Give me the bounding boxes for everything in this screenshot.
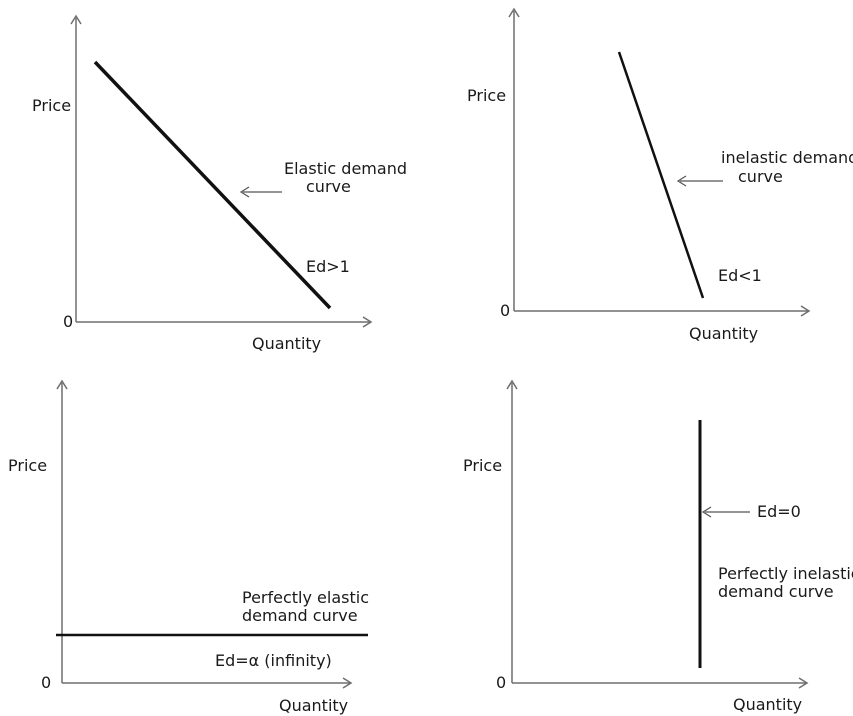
x-axis-arrowhead <box>800 305 811 317</box>
quantity-label: Quantity <box>252 334 321 353</box>
y-axis-arrowhead <box>506 379 518 390</box>
panel-perfectly-elastic: Price Quantity 0 Perfectly elastic deman… <box>8 379 369 715</box>
origin-label: 0 <box>41 673 51 692</box>
price-label: Price <box>467 86 506 105</box>
x-axis-arrowhead <box>798 677 809 689</box>
panel-elastic: Price Quantity 0 Elastic demand curve Ed… <box>32 14 407 353</box>
origin-label: 0 <box>63 312 73 331</box>
curve-label-line-1: inelastic demand <box>721 148 853 167</box>
y-axis-arrowhead <box>56 379 68 390</box>
y-axis-arrowhead <box>70 14 82 25</box>
pointer-arrowhead <box>701 506 712 518</box>
curve-label-line-1: Perfectly elastic <box>242 588 369 607</box>
quantity-label: Quantity <box>733 695 802 714</box>
demand-curve <box>617 51 705 299</box>
origin-label: 0 <box>500 301 510 320</box>
quantity-label: Quantity <box>279 696 348 715</box>
x-axis-arrowhead <box>362 316 373 328</box>
elasticity-label: Ed=α (infinity) <box>215 651 332 670</box>
pointer-arrowhead <box>239 186 250 198</box>
curve-label-line-2: demand curve <box>242 606 358 625</box>
curve-label-line-2: curve <box>738 167 783 186</box>
curve-label-line-2: demand curve <box>718 582 834 601</box>
panel-inelastic: Price Quantity 0 inelastic demand curve … <box>467 7 853 343</box>
elasticity-label: Ed=0 <box>757 502 801 521</box>
demand-curve <box>93 60 332 310</box>
price-label: Price <box>463 456 502 475</box>
origin-label: 0 <box>496 673 506 692</box>
price-label: Price <box>32 96 71 115</box>
elasticity-label: Ed<1 <box>718 266 762 285</box>
curve-label-line-1: Elastic demand <box>284 159 407 178</box>
curve-label-line-2: curve <box>306 177 351 196</box>
curve-label-line-1: Perfectly inelastic <box>718 564 853 583</box>
x-axis-arrowhead <box>342 677 353 689</box>
pointer-arrowhead <box>676 175 687 187</box>
price-label: Price <box>8 456 47 475</box>
elasticity-label: Ed>1 <box>306 257 350 276</box>
y-axis-arrowhead <box>508 7 520 18</box>
panel-perfectly-inelastic: Price Quantity 0 Ed=0 Perfectly inelasti… <box>463 379 853 714</box>
quantity-label: Quantity <box>689 324 758 343</box>
